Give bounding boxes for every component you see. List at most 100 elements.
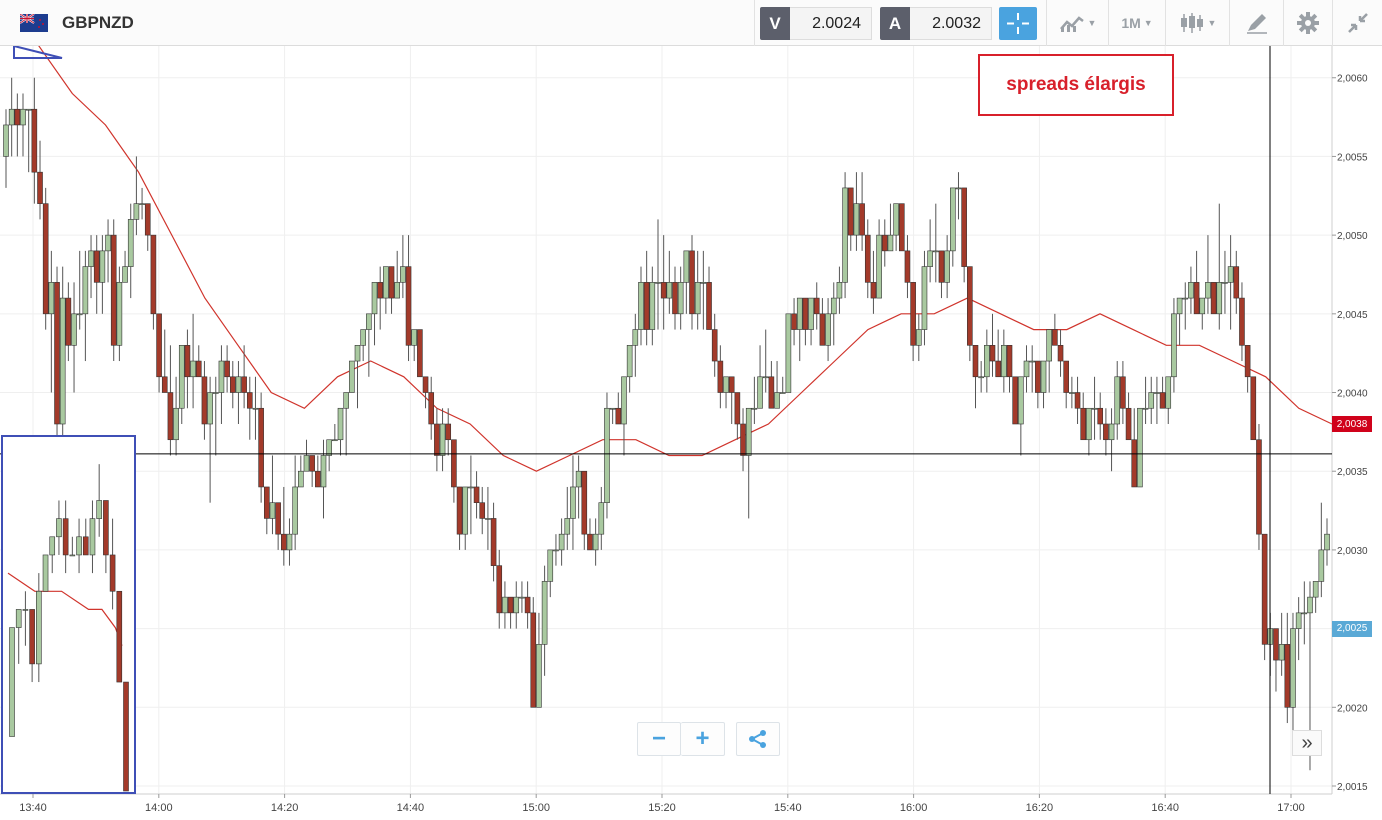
- candle: [201, 361, 208, 440]
- price-tick-label: 2,0060: [1337, 74, 1368, 85]
- candle: [59, 266, 66, 440]
- candle: [785, 313, 792, 393]
- candle: [269, 455, 276, 535]
- candle: [672, 266, 678, 330]
- candle: [530, 597, 537, 708]
- candle: [116, 266, 123, 362]
- scroll-to-latest-button[interactable]: »: [1292, 730, 1322, 756]
- zoom-in-button[interactable]: +: [681, 722, 725, 756]
- crosshair-icon: [1007, 13, 1029, 34]
- candle: [65, 282, 72, 362]
- candle: [360, 329, 366, 362]
- candle: [757, 345, 763, 409]
- candle: [133, 156, 140, 236]
- candle: [212, 376, 219, 456]
- candle: [706, 266, 712, 330]
- time-tick-label: 14:20: [271, 802, 299, 814]
- candle: [1239, 282, 1245, 362]
- candle: [519, 581, 525, 613]
- candle: [1278, 612, 1285, 676]
- candle: [14, 93, 21, 157]
- candle: [1154, 376, 1160, 424]
- buy-price-box[interactable]: A 2.0032: [880, 7, 992, 40]
- candle: [513, 581, 520, 629]
- zoom-out-button[interactable]: −: [637, 722, 681, 756]
- timeframe-dropdown[interactable]: 1M ▼: [1108, 0, 1165, 46]
- time-tick-label: 15:40: [774, 802, 802, 814]
- candle: [394, 250, 400, 299]
- candle: [955, 172, 962, 220]
- price-tick-label: 2,0030: [1337, 546, 1368, 557]
- double-chevron-right-icon: »: [1301, 731, 1313, 754]
- candle: [864, 219, 871, 299]
- candle: [354, 345, 361, 409]
- candle: [195, 345, 202, 378]
- candle: [643, 250, 650, 346]
- candle: [1324, 518, 1330, 566]
- corner-triangle-icon: [13, 46, 63, 59]
- candle: [592, 518, 599, 566]
- candle: [218, 345, 225, 424]
- candle: [428, 376, 435, 440]
- candle: [1114, 361, 1121, 440]
- candle: [621, 376, 627, 456]
- candle: [1227, 235, 1234, 330]
- candle: [1171, 298, 1177, 393]
- candle: [292, 455, 298, 550]
- drawing-tools-button[interactable]: [1229, 0, 1283, 46]
- candle: [496, 549, 503, 629]
- current-price-tag-blue: 2,0025: [1332, 620, 1372, 637]
- candle: [1250, 376, 1257, 441]
- candle: [558, 518, 565, 566]
- candle: [830, 282, 837, 346]
- candle: [286, 518, 293, 566]
- candle: [967, 266, 973, 362]
- minimize-button[interactable]: [1332, 0, 1382, 46]
- candle: [609, 407, 616, 424]
- candle: [1273, 628, 1279, 692]
- candle: [632, 313, 639, 377]
- candle: [740, 408, 746, 472]
- candle: [184, 329, 191, 409]
- candle: [37, 140, 43, 220]
- candle: [1176, 297, 1183, 346]
- candle: [1159, 376, 1166, 409]
- instrument-symbol: GBPNZD: [62, 13, 134, 32]
- candle: [502, 581, 508, 629]
- current-price-tag-red: 2,0038: [1332, 416, 1372, 432]
- gbp-nzd-flag-icon: [20, 14, 48, 32]
- candle: [1086, 407, 1092, 456]
- settings-button[interactable]: [1283, 0, 1332, 46]
- share-button[interactable]: [736, 722, 780, 756]
- candle: [1301, 581, 1308, 645]
- indicators-button[interactable]: ▼: [1046, 0, 1108, 46]
- time-tick-label: 14:40: [397, 802, 425, 814]
- sell-price: 2.0024: [790, 7, 872, 40]
- price-chart[interactable]: 2,0060 2,0055 2,0050 2,0045 2,0040 2,0035 2,00…: [0, 46, 1382, 820]
- candle: [1080, 392, 1087, 441]
- candle: [989, 313, 996, 377]
- crosshair-button[interactable]: [999, 7, 1037, 40]
- candle: [150, 234, 157, 330]
- inset-candle: [15, 609, 22, 664]
- candle: [417, 329, 423, 378]
- candle: [711, 313, 718, 377]
- price-tick-label: 2,0045: [1337, 310, 1368, 321]
- candle: [1006, 345, 1013, 393]
- candle: [694, 250, 701, 330]
- price-tick-label: 2,0050: [1337, 231, 1368, 242]
- candle: [978, 361, 984, 393]
- candle: [683, 250, 690, 314]
- candle: [229, 361, 236, 409]
- candle: [808, 297, 814, 346]
- sell-label: V: [760, 7, 790, 40]
- candle: [48, 250, 55, 393]
- candle: [1023, 345, 1030, 393]
- sell-price-box[interactable]: V 2.0024: [760, 7, 872, 40]
- chart-type-dropdown[interactable]: ▼: [1165, 0, 1229, 46]
- toolbar-divider: [754, 0, 755, 46]
- candle: [434, 408, 440, 472]
- candle: [762, 329, 769, 393]
- price-tick-label: 2,0055: [1337, 152, 1368, 163]
- candle: [1108, 408, 1115, 472]
